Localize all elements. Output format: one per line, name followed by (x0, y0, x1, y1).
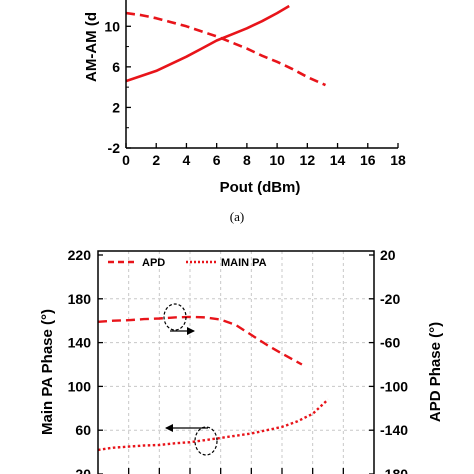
top-x-tick-label: 14 (330, 152, 346, 168)
top-y-tick-label: 10 (104, 18, 120, 34)
top-series-dashed-line (126, 11, 327, 87)
bottom-right-y-ticks: 20 -20 -60 -100 -140 -180 (369, 247, 408, 474)
legend-apd-label: APD (142, 257, 165, 269)
top-series-solid-line (126, 4, 290, 83)
bottom-left-y-axis-title: Main PA Phase (°) (39, 309, 56, 435)
top-series-group (126, 4, 327, 87)
bottom-plot-frame (97, 250, 375, 474)
apd-annotation-ellipse (163, 303, 187, 331)
top-x-tick-label: 8 (243, 152, 251, 168)
bottom-right-y-axis-title: APD Phase (°) (427, 322, 444, 422)
top-y-tick-label: 2 (112, 99, 120, 115)
top-x-tick-label: 6 (213, 152, 221, 168)
bottom-legend: APD MAIN PA (108, 257, 267, 269)
top-x-tick-label: 2 (152, 152, 160, 168)
top-caption: (a) (230, 209, 244, 224)
bottom-series-group (98, 315, 329, 452)
bottom-left-y-tick-label: 60 (75, 422, 91, 438)
top-x-tick-label: 18 (390, 152, 406, 168)
top-y-tick-label: 6 (112, 59, 120, 75)
top-y-tick-label: -2 (108, 140, 121, 156)
top-x-tick-label: 4 (183, 152, 191, 168)
bottom-left-y-tick-label: 20 (75, 466, 91, 474)
bottom-left-y-tick-label: 100 (68, 378, 92, 394)
legend-mainpa-label: MAIN PA (221, 257, 267, 269)
top-y-ticks: -2 2 6 10 (104, 18, 131, 156)
mainpa-annotation (165, 424, 218, 456)
mainpa-annotation-ellipse (194, 426, 218, 456)
bottom-right-y-tick-label: -100 (380, 378, 408, 394)
top-y-axis-title: AM-AM (d (83, 12, 100, 82)
bottom-right-y-tick-label: -20 (380, 291, 400, 307)
top-x-axis-title: Pout (dBm) (220, 179, 301, 196)
bottom-right-y-tick-label: -60 (380, 335, 400, 351)
bottom-left-y-tick-label: 220 (68, 247, 92, 263)
bottom-right-y-tick-label: 20 (380, 247, 396, 263)
apd-annotation (163, 303, 195, 335)
bottom-series-main-pa-line (98, 398, 329, 452)
top-x-ticks: 0 2 4 6 8 10 12 14 16 18 (122, 143, 406, 168)
bottom-right-y-tick-label: -140 (380, 422, 408, 438)
bottom-left-y-ticks: 220 180 140 100 60 20 (68, 247, 344, 474)
top-x-tick-label: 16 (360, 152, 376, 168)
bottom-left-y-tick-label: 140 (68, 335, 92, 351)
top-x-tick-label: 10 (269, 152, 285, 168)
top-x-tick-label: 0 (122, 152, 130, 168)
bottom-left-y-tick-label: 180 (68, 291, 92, 307)
top-x-tick-label: 12 (300, 152, 316, 168)
bottom-gridlines (98, 251, 374, 474)
bottom-right-y-tick-label: -180 (380, 466, 408, 474)
bottom-series-apd-line (98, 315, 303, 366)
